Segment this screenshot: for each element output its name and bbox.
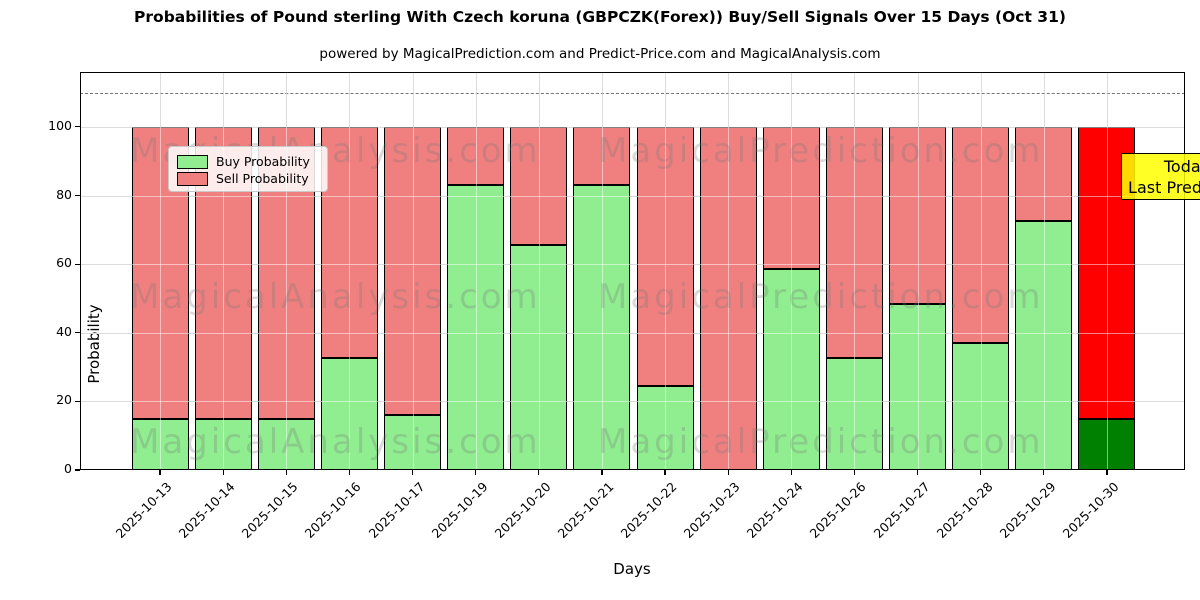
- x-tick-mark: [475, 470, 477, 475]
- x-tick-label: 2025-10-19: [428, 479, 491, 541]
- x-tick-mark: [1043, 470, 1045, 475]
- y-tick-label: 20: [56, 392, 72, 408]
- x-tick-mark: [853, 470, 856, 475]
- v-gridline-overlay: [601, 72, 603, 470]
- y-tick-label: 40: [56, 323, 72, 339]
- y-tick-mark: [75, 194, 80, 197]
- x-tick-mark: [538, 470, 540, 475]
- sell-swatch-icon: [177, 171, 208, 186]
- y-tick-label: 60: [56, 255, 72, 271]
- v-gridline-overlay: [1043, 72, 1045, 470]
- h-gridline-overlay: [80, 195, 1185, 197]
- x-tick-label: 2025-10-15: [238, 479, 301, 541]
- legend-item-buy: Buy Probability: [177, 153, 319, 170]
- v-gridline-overlay: [728, 72, 730, 470]
- x-tick-mark: [411, 470, 414, 475]
- h-gridline-overlay: [80, 264, 1185, 266]
- x-tick-mark: [222, 470, 224, 475]
- buy-swatch-icon: [177, 154, 208, 169]
- x-tick-mark: [601, 470, 603, 475]
- v-gridline-overlay: [980, 72, 982, 470]
- v-gridline-overlay: [854, 72, 856, 470]
- legend-label-sell: Sell Probability: [216, 171, 309, 186]
- x-tick-mark: [1106, 470, 1108, 475]
- plot-area: MagicalAnalysis.com MagicalPrediction.com…: [75, 72, 1200, 475]
- v-gridline-overlay: [475, 72, 477, 470]
- y-tick-label: 0: [64, 461, 72, 476]
- x-axis-label: Days: [613, 560, 651, 578]
- x-tick-label: 2025-10-23: [680, 479, 743, 541]
- dashed-threshold-line: [80, 92, 1185, 94]
- chart-subtitle: powered by MagicalPrediction.com and Pre…: [319, 46, 881, 62]
- today-annotation-box: Today Last Prediction: [1121, 153, 1200, 200]
- h-gridline-overlay: [80, 401, 1185, 403]
- y-tick-mark: [75, 126, 80, 128]
- v-gridline-overlay: [223, 72, 225, 470]
- v-gridline-overlay: [538, 72, 540, 470]
- y-tick-label: 100: [48, 117, 72, 133]
- x-tick-label: 2025-10-22: [617, 479, 680, 541]
- legend-label-buy: Buy Probability: [216, 154, 310, 169]
- x-tick-label: 2025-10-17: [365, 479, 428, 541]
- chart-title: Probabilities of Pound sterling With Cze…: [134, 8, 1066, 26]
- v-gridline-overlay: [917, 72, 919, 470]
- today-line-2: Last Prediction: [1128, 177, 1200, 197]
- x-tick-label: 2025-10-13: [112, 479, 175, 541]
- y-tick-mark: [75, 400, 80, 402]
- legend: Buy Probability Sell Probability: [168, 146, 328, 192]
- x-tick-label: 2025-10-16: [302, 479, 364, 541]
- x-tick-mark: [727, 470, 729, 475]
- y-tick-mark: [75, 469, 80, 471]
- x-tick-label: 2025-10-21: [554, 479, 617, 541]
- v-gridline-overlay: [412, 72, 414, 470]
- h-gridline-overlay: [80, 332, 1185, 334]
- v-gridline-overlay: [160, 72, 161, 470]
- x-tick-mark: [790, 470, 792, 475]
- y-tick-label: 80: [56, 186, 72, 202]
- x-tick-label: 2025-10-29: [996, 479, 1059, 541]
- x-tick-label: 2025-10-14: [175, 479, 238, 541]
- x-tick-mark: [980, 470, 982, 475]
- y-axis-label: Probability: [85, 304, 103, 384]
- x-tick-mark: [285, 470, 287, 475]
- legend-item-sell: Sell Probability: [177, 170, 319, 187]
- x-tick-label: 2025-10-30: [1059, 479, 1122, 541]
- v-gridline-overlay: [1106, 72, 1108, 470]
- x-tick-mark: [159, 470, 161, 475]
- x-tick-label: 2025-10-28: [933, 479, 996, 541]
- y-tick-mark: [75, 263, 80, 265]
- v-gridline-overlay: [286, 72, 288, 470]
- x-tick-label: 2025-10-24: [743, 479, 806, 541]
- x-tick-mark: [348, 470, 350, 475]
- x-tick-mark: [664, 470, 666, 475]
- v-gridline-overlay: [665, 72, 667, 470]
- x-tick-label: 2025-10-26: [807, 479, 870, 541]
- y-tick-mark: [75, 332, 80, 334]
- v-gridline-overlay: [349, 72, 351, 470]
- today-line-1: Today: [1163, 156, 1200, 176]
- x-tick-label: 2025-10-20: [491, 479, 554, 541]
- h-gridline-overlay: [80, 126, 1185, 128]
- x-tick-label: 2025-10-27: [870, 479, 933, 541]
- v-gridline-overlay: [791, 72, 793, 470]
- x-tick-mark: [916, 470, 919, 475]
